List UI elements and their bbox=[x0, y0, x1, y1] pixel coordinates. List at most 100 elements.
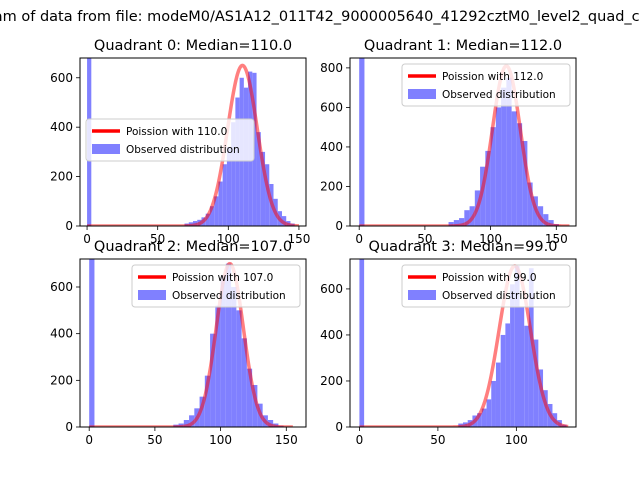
hist-bar bbox=[225, 263, 232, 427]
hist-bar bbox=[516, 123, 523, 226]
hist-bar bbox=[528, 268, 534, 427]
y-tick-label: 0 bbox=[65, 420, 73, 434]
legend-label-observed: Observed distribution bbox=[442, 290, 556, 302]
hist-bar bbox=[510, 284, 515, 427]
y-tick-label: 200 bbox=[50, 170, 73, 184]
hist-bar bbox=[205, 213, 210, 226]
x-tick-label: 50 bbox=[147, 433, 162, 447]
panel-title: Quadrant 0: Median=110.0 bbox=[94, 38, 292, 54]
hist-bar bbox=[189, 415, 195, 427]
x-tick-label: 150 bbox=[545, 232, 568, 246]
x-tick-label: 0 bbox=[355, 232, 363, 246]
x-tick-label: 50 bbox=[430, 433, 445, 447]
legend-label-observed: Observed distribution bbox=[442, 89, 556, 101]
legend-box bbox=[401, 63, 571, 107]
y-tick-label: 600 bbox=[50, 71, 73, 85]
panel-title: Quadrant 3: Median=99.0 bbox=[369, 239, 558, 255]
hist-bar bbox=[246, 368, 253, 427]
y-tick-label: 400 bbox=[50, 327, 73, 341]
hist-bar bbox=[359, 58, 365, 226]
legend-label-fit: Poission with 107.0 bbox=[172, 272, 273, 284]
hist-bar bbox=[481, 408, 487, 427]
legend-label-observed: Observed distribution bbox=[172, 290, 286, 302]
legend-bar-swatch bbox=[408, 89, 436, 99]
legend-bar-swatch bbox=[138, 290, 166, 300]
hist-bar bbox=[501, 87, 507, 226]
y-tick-label: 400 bbox=[320, 328, 343, 342]
hist-bar bbox=[215, 305, 221, 427]
hist-bar bbox=[199, 396, 205, 427]
y-tick-label: 400 bbox=[50, 120, 73, 134]
hist-bar bbox=[511, 111, 517, 226]
panel-quadrant-3: 0 50 100 0 200 400 600 Quadrant 3: Median=99.0 P… bbox=[320, 239, 577, 447]
hist-bar bbox=[485, 150, 491, 226]
hist-bar bbox=[226, 146, 232, 226]
hist-bar bbox=[519, 307, 525, 427]
y-tick-label: 200 bbox=[50, 373, 73, 387]
x-tick-label: 150 bbox=[275, 433, 298, 447]
axes-frame bbox=[79, 57, 307, 227]
hist-bar bbox=[464, 210, 470, 226]
hist-bar bbox=[533, 339, 539, 427]
axes-frame bbox=[349, 258, 577, 428]
poisson-fit-line bbox=[358, 64, 571, 226]
hist-bar bbox=[506, 77, 512, 226]
x-tick-label: 100 bbox=[209, 433, 232, 447]
hist-bar bbox=[241, 338, 247, 427]
poisson-fit-line bbox=[86, 63, 300, 226]
hist-bar bbox=[495, 362, 501, 427]
y-tick-label: 600 bbox=[320, 100, 343, 114]
hist-bar bbox=[214, 196, 219, 226]
hist-bar bbox=[256, 132, 261, 226]
hist-bar bbox=[505, 323, 511, 427]
legend-box bbox=[131, 264, 301, 308]
y-tick-label: 600 bbox=[320, 282, 343, 296]
hist-bar bbox=[486, 399, 492, 427]
panel-quadrant-2: 0 50 100 150 0 200 400 600 Quadrant 2: Median=10… bbox=[50, 239, 307, 447]
hist-bar bbox=[252, 385, 258, 427]
hist-bar bbox=[231, 287, 237, 427]
y-tick-label: 200 bbox=[320, 179, 343, 193]
legend: Poission with 107.0 Observed distribution bbox=[131, 264, 301, 308]
legend-label-observed: Observed distribution bbox=[126, 144, 240, 156]
hist-bar bbox=[480, 166, 486, 226]
panel-quadrant-1: 0 50 100 150 0 200 400 600 800 Quadrant 1: Median… bbox=[320, 38, 577, 246]
x-tick-label: 100 bbox=[505, 433, 528, 447]
y-tick-label: 600 bbox=[50, 280, 73, 294]
panel-title: Quadrant 2: Median=107.0 bbox=[94, 239, 292, 255]
legend-bar-swatch bbox=[408, 290, 436, 300]
hist-bar bbox=[490, 127, 496, 226]
legend-box bbox=[85, 118, 255, 162]
hist-bar bbox=[236, 310, 242, 427]
figure-suptitle: Histogram of data from file: modeM0/AS1A… bbox=[0, 9, 640, 25]
hist-bar bbox=[491, 380, 496, 427]
hist-bar bbox=[495, 107, 502, 226]
panel-title: Quadrant 1: Median=112.0 bbox=[364, 38, 562, 54]
panel-quadrant-0: 0 50 100 150 0 200 400 600 Quadrant 0: Median=11… bbox=[50, 38, 310, 246]
hist-bar bbox=[543, 214, 549, 226]
x-tick-label: 100 bbox=[217, 232, 240, 246]
plot-area bbox=[88, 259, 294, 427]
legend: Poission with 112.0 Observed distribution bbox=[401, 63, 571, 107]
x-tick-label: 50 bbox=[150, 232, 165, 246]
hist-bar bbox=[453, 220, 460, 226]
y-tick-label: 800 bbox=[320, 61, 343, 75]
hist-bar bbox=[210, 333, 216, 427]
y-tick-label: 0 bbox=[65, 219, 73, 233]
poisson-fit-line bbox=[88, 261, 294, 427]
hist-bar bbox=[231, 122, 236, 226]
hist-bar bbox=[89, 259, 95, 427]
plot-area bbox=[358, 58, 571, 226]
hist-bar bbox=[522, 141, 528, 226]
hist-bar bbox=[204, 375, 211, 427]
legend-label-fit: Poission with 112.0 bbox=[442, 71, 543, 83]
x-tick-label: 50 bbox=[417, 232, 432, 246]
legend-label-fit: Poission with 110.0 bbox=[126, 126, 227, 138]
hist-bar bbox=[183, 420, 190, 427]
hist-bar bbox=[524, 325, 529, 427]
legend-label-fit: Poission with 99.0 bbox=[442, 272, 537, 284]
y-tick-label: 0 bbox=[335, 420, 343, 434]
hist-bar bbox=[222, 164, 227, 226]
hist-bar bbox=[548, 220, 554, 226]
x-tick-label: 100 bbox=[479, 232, 502, 246]
